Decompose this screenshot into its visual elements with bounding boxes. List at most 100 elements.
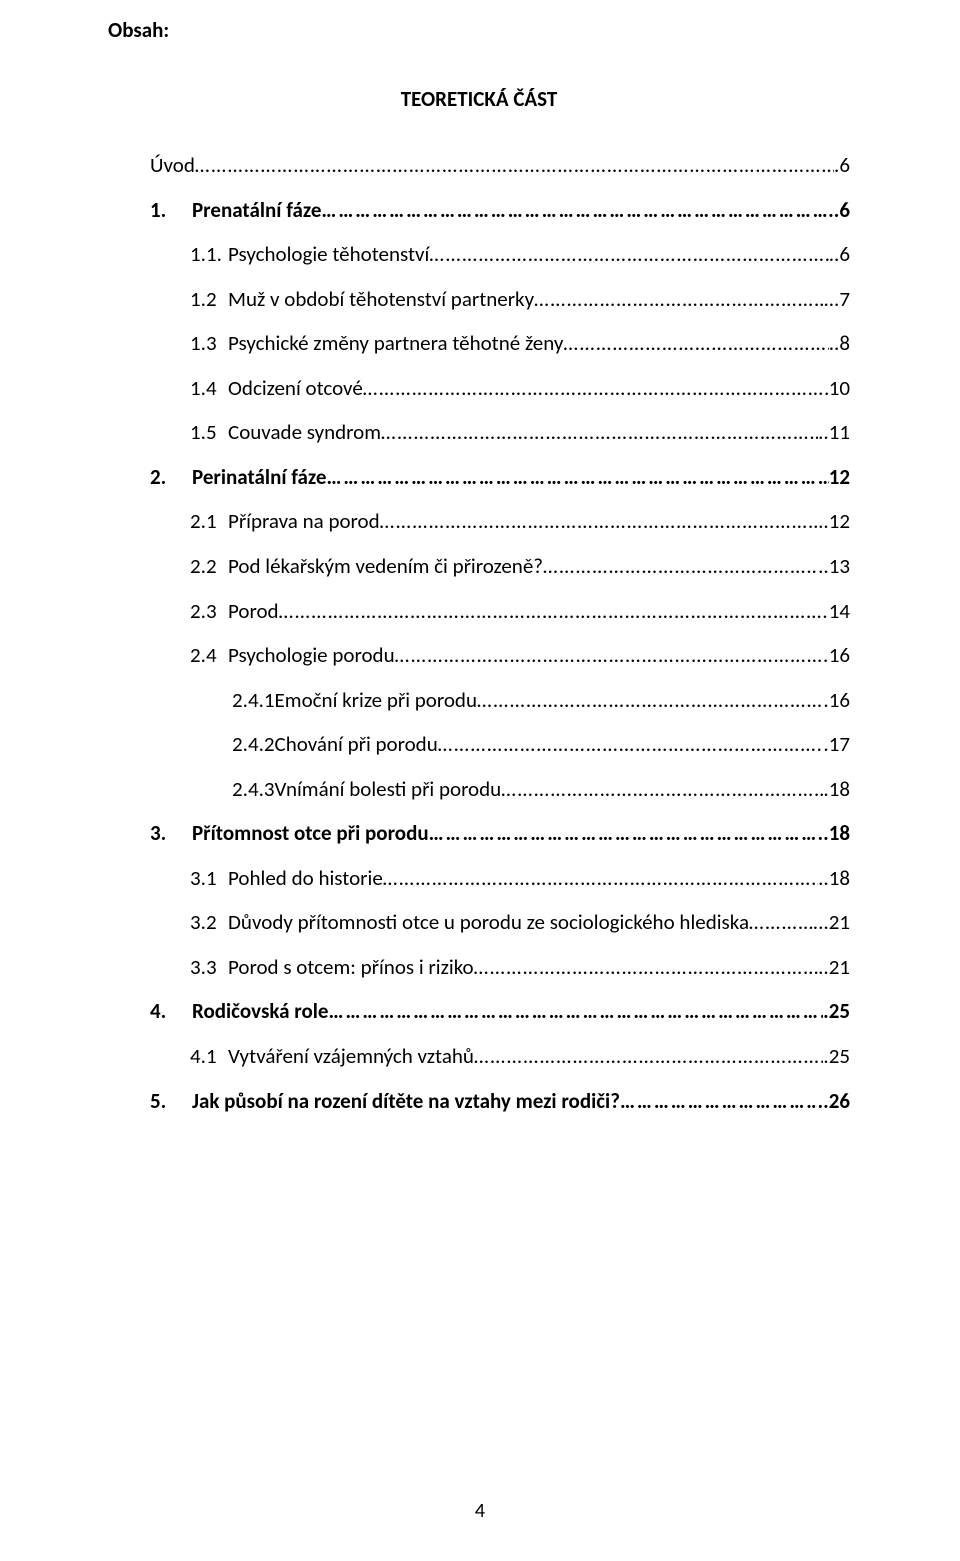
toc-entry-label: 1.1.Psychologie těhotenství: [190, 238, 429, 271]
toc-leader-dots: ……………………………………………………………………………………………………………: [381, 416, 818, 449]
toc-entry-number: 3.: [150, 817, 192, 850]
toc-entry-label: 4.1Vytváření vzájemných vztahů: [190, 1040, 474, 1073]
toc-leader-dots: ……………………………………………………………………………………………………………: [563, 327, 828, 360]
toc-entry: Úvod…………………………………………………………………………………………………: [108, 149, 850, 182]
toc-entry-number: 4.1: [190, 1040, 228, 1073]
toc-entry-number: 2.4.2: [232, 728, 275, 761]
toc-entry-number: 1.4: [190, 372, 228, 405]
toc-entry-page: .25: [823, 995, 850, 1028]
toc-entry: 2.Perinatální fáze……………………………………………………………: [108, 461, 850, 494]
toc-entry: 3.1Pohled do historie……………………………………………………: [108, 862, 850, 895]
toc-entry-number: 1.: [150, 194, 192, 227]
toc-entry: 4.Rodičovská role………………………………………………………………: [108, 995, 850, 1028]
toc-entry-page: ...21: [813, 906, 850, 939]
toc-entry-label: 1.4Odcizení otcové: [190, 372, 363, 405]
toc-entry-title: Jak působí na rození dítěte na vztahy me…: [192, 1088, 620, 1114]
toc-leader-dots: ……………………………………………………………………………………………………………: [279, 595, 829, 628]
toc-entry-label: 2.Perinatální fáze: [150, 461, 326, 494]
toc-entry-number: 3.3: [190, 951, 228, 984]
toc-entry-label: Úvod: [150, 149, 195, 182]
toc-entry-label: 2.4.1Emoční krize při porodu: [232, 684, 477, 717]
toc-entry-page: 10: [829, 372, 850, 405]
toc-entry: 2.4.1Emoční krize při porodu…………………………………: [108, 684, 850, 717]
toc-entry-page: ...7: [823, 283, 850, 316]
toc-leader-dots: ……………………………………………………………………………………………………………: [543, 550, 818, 583]
table-of-contents: Úvod…………………………………………………………………………………………………: [108, 149, 850, 1117]
toc-leader-dots: ……………………………………………………………………………………………………………: [329, 995, 824, 1028]
toc-entry-label: 2.4.3Vnímání bolesti při porodu: [232, 773, 501, 806]
page-container: Obsah: TEORETICKÁ ČÁST Úvod……………………………………: [0, 0, 960, 1561]
toc-leader-dots: ……………………………………………………………………………………………………………: [474, 951, 819, 984]
toc-entry-title: Pohled do historie: [228, 865, 383, 891]
toc-entry-page: .25: [823, 1040, 850, 1073]
toc-entry-page: ..12: [818, 505, 850, 538]
toc-leader-dots: ……………………………………………………………………………………………………………: [620, 1085, 818, 1118]
toc-entry-label: 5.Jak působí na rození dítěte na vztahy …: [150, 1085, 620, 1118]
toc-entry-number: 2.2: [190, 550, 228, 583]
toc-leader-dots: ……………………………………………………………………………………………………………: [383, 862, 818, 895]
toc-entry-label: 2.4.2Chování při porodu: [232, 728, 438, 761]
toc-entry-number: 2.4.1: [232, 684, 275, 717]
toc-entry-title: Odcizení otcové: [228, 375, 363, 401]
toc-entry-page: ..13: [818, 550, 850, 583]
toc-entry-number: 2.1: [190, 505, 228, 538]
toc-entry-number: 2.4: [190, 639, 228, 672]
toc-entry-page: ..26: [817, 1085, 850, 1118]
toc-entry-label: 3.Přítomnost otce při porodu: [150, 817, 429, 850]
toc-entry-title: Porod s otcem: přínos i riziko: [228, 954, 474, 980]
toc-entry-page: .16: [823, 684, 850, 717]
toc-entry: 1.2Muž v období těhotenství partnerky…………: [108, 283, 850, 316]
toc-entry: 2.4.3Vnímání bolesti při porodu…………………………: [108, 773, 850, 806]
toc-entry: 3.2Důvody přítomnosti otce u porodu ze s…: [108, 906, 850, 939]
toc-entry-label: 3.1Pohled do historie: [190, 862, 383, 895]
toc-entry-title: Psychické změny partnera těhotné ženy: [228, 330, 563, 356]
toc-entry-label: 3.3Porod s otcem: přínos i riziko: [190, 951, 474, 984]
toc-entry: 5.Jak působí na rození dítěte na vztahy …: [108, 1085, 850, 1118]
toc-entry-label: 3.2Důvody přítomnosti otce u porodu ze s…: [190, 906, 749, 939]
toc-entry-page: .6: [834, 149, 850, 182]
toc-entry-label: 4.Rodičovská role: [150, 995, 329, 1028]
toc-entry-title: Couvade syndrom: [228, 419, 381, 445]
toc-entry-number: 4.: [150, 995, 192, 1028]
toc-entry-title: Psychologie porodu: [228, 642, 395, 668]
toc-leader-dots: ……………………………………………………………………………………………………………: [395, 639, 829, 672]
toc-entry-label: 2.3Porod: [190, 595, 279, 628]
toc-entry-label: 2.4Psychologie porodu: [190, 639, 395, 672]
toc-entry: 2.4.2Chování při porodu………………………………………………: [108, 728, 850, 761]
toc-entry: 1.1.Psychologie těhotenství……………………………………: [108, 238, 850, 271]
toc-leader-dots: ……………………………………………………………………………………………………………: [429, 817, 818, 850]
toc-entry-page: 16: [829, 639, 850, 672]
toc-entry-number: 2.3: [190, 595, 228, 628]
toc-leader-dots: ……………………………………………………………………………………………………………: [195, 149, 834, 182]
toc-entry-number: 2.4.3: [232, 773, 275, 806]
toc-entry: 1.4Odcizení otcové……………………………………………………………: [108, 372, 850, 405]
toc-leader-dots: ……………………………………………………………………………………………………………: [326, 461, 828, 494]
toc-entry-label: 1.2Muž v období těhotenství partnerky: [190, 283, 534, 316]
toc-entry-title: Emoční krize při porodu: [275, 687, 477, 713]
toc-entry-page: 14: [829, 595, 850, 628]
toc-entry: 2.1Příprava na porod………………………………………………………: [108, 505, 850, 538]
toc-entry-number: 2.: [150, 461, 192, 494]
content-heading: Obsah:: [108, 14, 850, 47]
toc-entry-number: 5.: [150, 1085, 192, 1118]
toc-entry-page: ..18: [818, 862, 850, 895]
toc-entry-label: 1.3Psychické změny partnera těhotné ženy: [190, 327, 563, 360]
toc-entry-title: Psychologie těhotenství: [228, 241, 429, 267]
toc-entry-page: ..21: [818, 951, 850, 984]
section-title: TEORETICKÁ ČÁST: [108, 83, 850, 116]
toc-entry-page: ..6: [828, 194, 850, 227]
toc-entry: 3.Přítomnost otce při porodu…………………………………: [108, 817, 850, 850]
toc-leader-dots: ……………………………………………………………………………………………………………: [474, 1040, 823, 1073]
toc-entry: 1.5Couvade syndrom……………………………………………………………: [108, 416, 850, 449]
toc-entry-title: Chování při porodu: [275, 731, 438, 757]
toc-entry-label: 1.Prenatální fáze: [150, 194, 321, 227]
toc-entry-title: Prenatální fáze: [192, 197, 321, 223]
toc-entry-title: Vytváření vzájemných vztahů: [228, 1043, 474, 1069]
toc-entry-title: Porod: [228, 598, 279, 624]
toc-entry-page: 12: [829, 461, 850, 494]
toc-entry-label: 1.5Couvade syndrom: [190, 416, 381, 449]
toc-entry-label: 2.1Příprava na porod: [190, 505, 380, 538]
toc-entry-page: .17: [823, 728, 850, 761]
toc-entry-title: Důvody přítomnosti otce u porodu ze soci…: [228, 909, 749, 935]
toc-entry-number: 3.1: [190, 862, 228, 895]
